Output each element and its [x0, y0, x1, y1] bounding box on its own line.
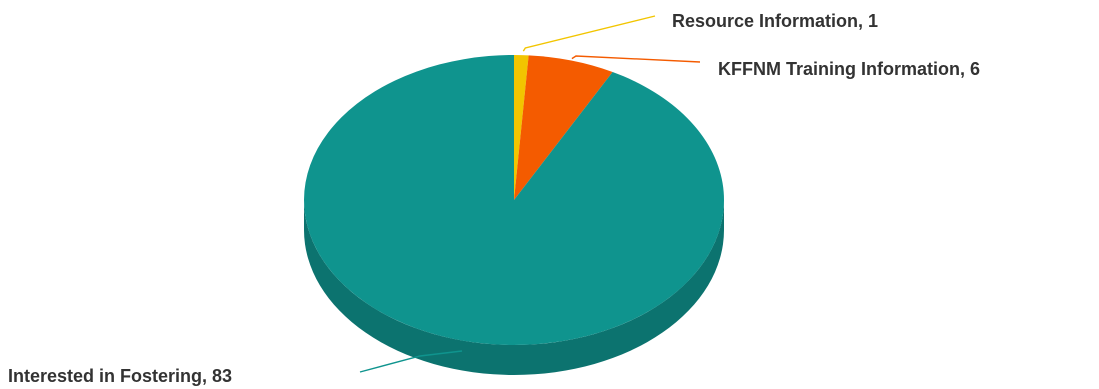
pie-sides — [304, 200, 724, 375]
connector-interested-in-fostering — [359, 350, 463, 373]
pie-side-interested-in-fostering — [304, 200, 724, 375]
slice-label-interested-in-fostering: Interested in Fostering, 83 — [8, 366, 232, 386]
pie-slice-kffnm-training-information — [514, 55, 613, 201]
connector-kffnm-training-information — [571, 55, 701, 63]
pie-top — [304, 55, 725, 345]
label-connectors — [359, 15, 701, 373]
slice-labels: Resource Information, 1 KFFNM Training I… — [8, 11, 980, 386]
connector-resource-information — [522, 15, 656, 52]
pie-slice-interested-in-fostering — [304, 55, 725, 345]
pie-slice-resource-information — [514, 55, 529, 200]
slice-label-resource-information: Resource Information, 1 — [672, 11, 878, 31]
slice-label-kffnm-training-information: KFFNM Training Information, 6 — [718, 59, 980, 79]
